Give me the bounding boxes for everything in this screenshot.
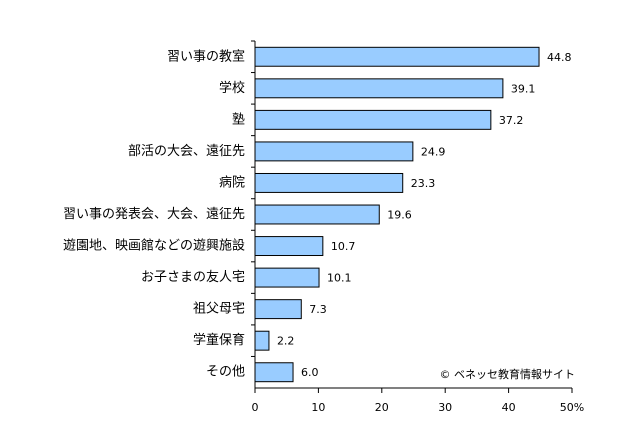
y-tick-label: 病院 (219, 175, 245, 190)
y-tick-label: 学校 (219, 80, 245, 96)
y-tick-label: 祖父母宅 (193, 302, 245, 317)
x-tick-label: 10 (311, 401, 325, 414)
value-label: 39.1 (511, 82, 536, 95)
y-tick-label: 習い事の教室 (167, 48, 245, 64)
y-tick-label: その他 (206, 365, 245, 380)
x-tick-label: 0 (252, 401, 259, 414)
x-tick-label: 30 (438, 401, 452, 414)
y-tick-label: 塾 (232, 111, 245, 127)
value-label: 44.8 (547, 51, 572, 64)
bar (254, 330, 270, 351)
y-tick-label: 習い事の発表会、大会、遠征先 (63, 207, 245, 222)
value-label: 24.9 (421, 145, 446, 158)
value-label: 2.2 (277, 335, 295, 348)
bar (254, 204, 380, 225)
bar (254, 172, 404, 193)
x-tick-label: 40 (502, 401, 516, 414)
bar (254, 362, 294, 383)
annotation: © ベネッセ教育情報サイト (440, 367, 576, 381)
bar (254, 46, 540, 67)
y-tick-label: お子さまの友人宅 (141, 269, 245, 285)
value-label: 37.2 (499, 114, 524, 127)
bar (254, 109, 492, 130)
y-tick-label: 部活の大会、遠征先 (128, 144, 245, 159)
value-label: 6.0 (301, 366, 319, 379)
bar (254, 267, 320, 288)
value-label: 23.3 (411, 177, 436, 190)
value-label: 7.3 (309, 303, 327, 316)
y-tick-label: 遊園地、映画館などの遊興施設 (63, 238, 245, 254)
value-label: 10.7 (331, 240, 356, 253)
bar (254, 78, 504, 99)
x-tick-label: 20 (375, 401, 389, 414)
bar (254, 299, 302, 320)
bar (254, 141, 414, 162)
value-label: 10.1 (327, 272, 352, 285)
bar (254, 236, 324, 257)
value-label: 19.6 (387, 209, 412, 222)
x-tick-label: 50% (560, 401, 584, 414)
y-tick-label: 学童保育 (193, 332, 245, 348)
